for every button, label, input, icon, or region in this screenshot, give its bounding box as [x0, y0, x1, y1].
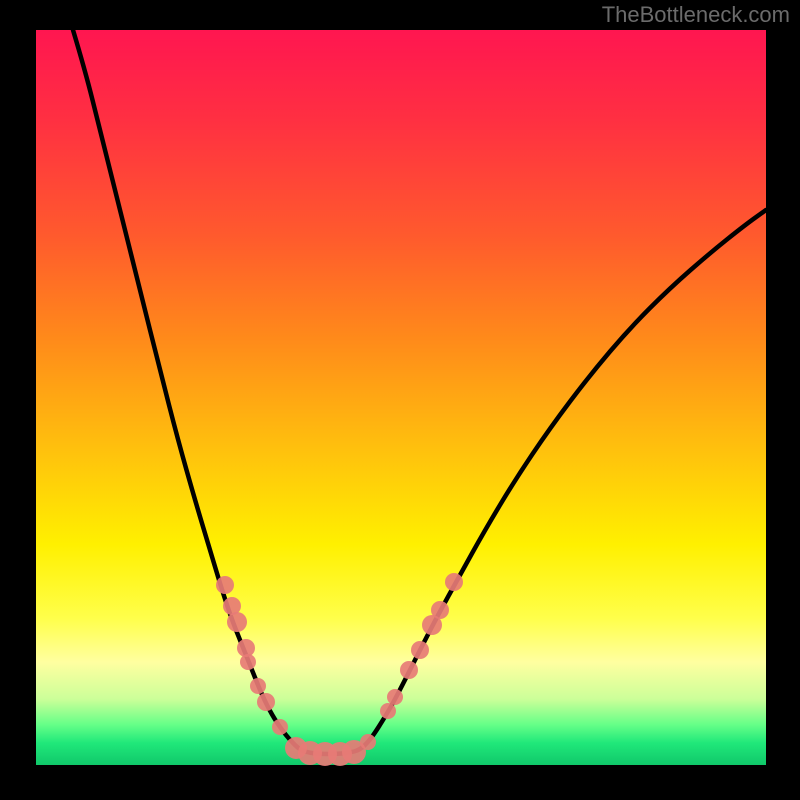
marker-point	[227, 612, 247, 632]
marker-point	[431, 601, 449, 619]
marker-point	[411, 641, 429, 659]
chart-container: TheBottleneck.com	[0, 0, 800, 800]
marker-point	[272, 719, 288, 735]
plot-background	[36, 30, 766, 765]
marker-point	[360, 734, 376, 750]
marker-point	[380, 703, 396, 719]
marker-point	[240, 654, 256, 670]
marker-point	[216, 576, 234, 594]
marker-point	[445, 573, 463, 591]
marker-point	[250, 678, 266, 694]
bottleneck-chart	[0, 0, 800, 800]
marker-point	[387, 689, 403, 705]
marker-point	[400, 661, 418, 679]
watermark-text: TheBottleneck.com	[602, 2, 790, 28]
marker-point	[257, 693, 275, 711]
